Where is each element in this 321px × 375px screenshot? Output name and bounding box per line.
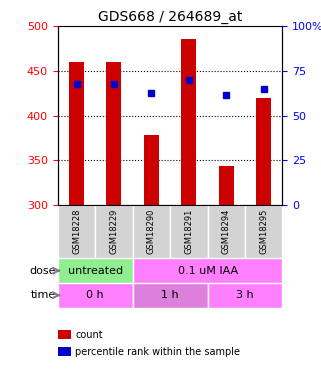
FancyBboxPatch shape <box>208 283 282 308</box>
Bar <box>256 98 271 205</box>
Text: GSM18291: GSM18291 <box>184 209 193 254</box>
Bar <box>219 165 234 205</box>
FancyBboxPatch shape <box>58 258 133 283</box>
Text: count: count <box>75 330 103 340</box>
Bar <box>107 62 121 205</box>
FancyBboxPatch shape <box>245 205 282 258</box>
FancyBboxPatch shape <box>95 205 133 258</box>
Text: GSM18229: GSM18229 <box>109 209 118 254</box>
Title: GDS668 / 264689_at: GDS668 / 264689_at <box>98 10 242 24</box>
FancyBboxPatch shape <box>208 205 245 258</box>
Text: GSM18295: GSM18295 <box>259 209 268 254</box>
Text: untreated: untreated <box>68 266 123 276</box>
Text: 0.1 uM IAA: 0.1 uM IAA <box>178 266 238 276</box>
Text: dose: dose <box>30 266 56 276</box>
Bar <box>144 135 159 205</box>
FancyBboxPatch shape <box>170 205 208 258</box>
FancyBboxPatch shape <box>133 205 170 258</box>
FancyBboxPatch shape <box>133 283 208 308</box>
FancyBboxPatch shape <box>58 205 95 258</box>
Text: GSM18294: GSM18294 <box>222 209 231 254</box>
Text: GSM18228: GSM18228 <box>72 209 81 254</box>
Bar <box>69 62 84 205</box>
Text: percentile rank within the sample: percentile rank within the sample <box>75 347 240 357</box>
Text: GSM18290: GSM18290 <box>147 209 156 254</box>
Text: 3 h: 3 h <box>236 290 254 300</box>
Text: time: time <box>31 290 56 300</box>
FancyBboxPatch shape <box>58 283 133 308</box>
Bar <box>181 39 196 205</box>
FancyBboxPatch shape <box>133 258 282 283</box>
Text: 1 h: 1 h <box>161 290 179 300</box>
Text: 0 h: 0 h <box>86 290 104 300</box>
